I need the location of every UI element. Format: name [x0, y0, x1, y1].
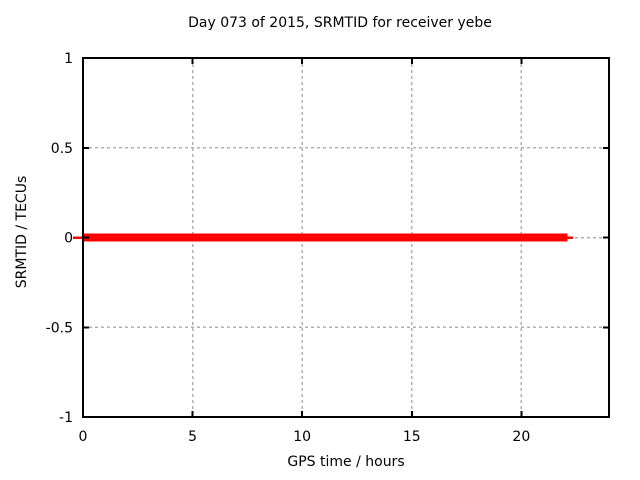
x-axis-label: GPS time / hours: [287, 454, 405, 470]
y-tick-label: 1: [64, 51, 73, 67]
y-tick-label: -1: [59, 410, 73, 426]
x-tick-label: 20: [512, 429, 530, 445]
y-tick-label: -0.5: [46, 320, 73, 336]
x-tick-label: 5: [188, 429, 197, 445]
x-tick-label: 15: [403, 429, 421, 445]
x-tick-label: 10: [293, 429, 311, 445]
x-tick-label: 0: [79, 429, 88, 445]
y-tick-label: 0: [64, 231, 73, 247]
y-tick-label: 0.5: [51, 141, 73, 157]
chart-title: Day 073 of 2015, SRMTID for receiver yeb…: [188, 15, 492, 31]
